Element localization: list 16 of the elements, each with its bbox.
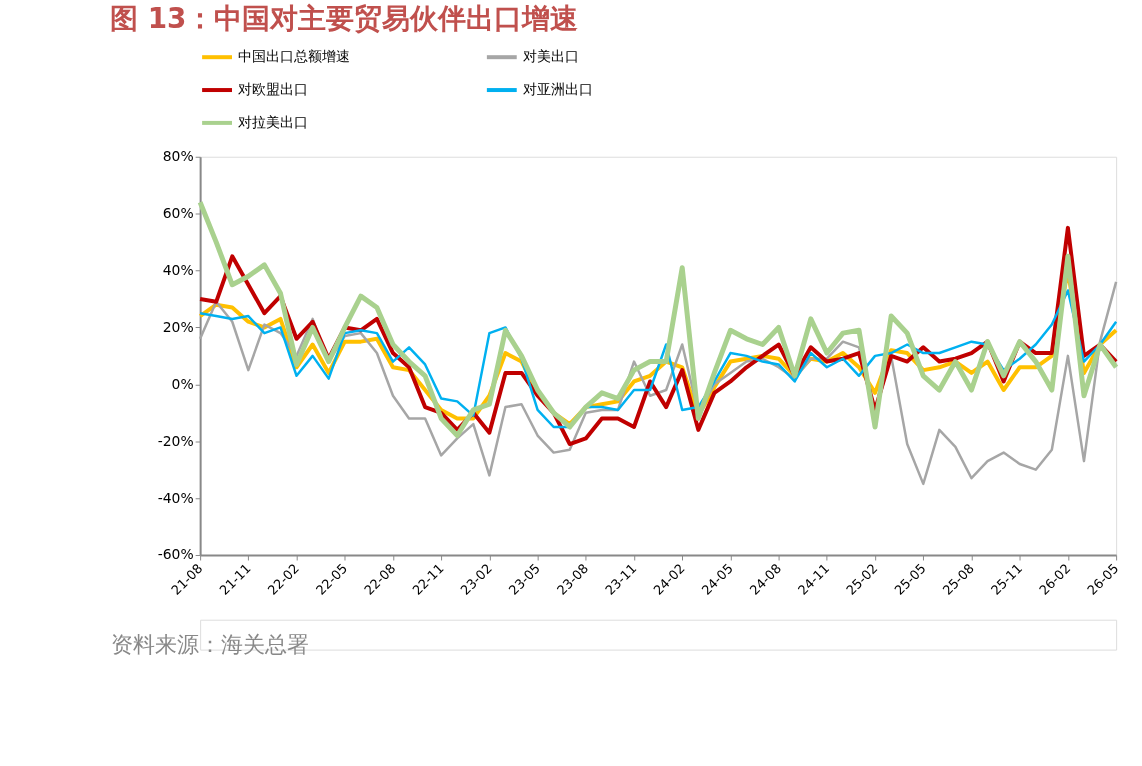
y-tick-label: 0% xyxy=(171,375,194,392)
legend-label: 对拉美出口 xyxy=(237,113,308,130)
y-tick-label: 40% xyxy=(162,262,194,279)
legend-label: 对欧盟出口 xyxy=(237,81,308,98)
legend-label: 中国出口总额增速 xyxy=(237,48,350,65)
chart-title: 图 13：中国对主要贸易伙伴出口增速 xyxy=(110,2,579,36)
text: 资料来源：海关总署 xyxy=(110,631,309,657)
y-tick-label: -60% xyxy=(157,546,194,563)
y-tick-label: 20% xyxy=(162,318,194,335)
y-tick-label: 60% xyxy=(162,205,194,222)
legend-label: 对美出口 xyxy=(522,48,579,65)
y-tick-label: -40% xyxy=(157,489,194,506)
y-tick-label: 80% xyxy=(162,148,194,165)
line-series xyxy=(198,280,1118,486)
legend-label: 对亚洲出口 xyxy=(522,81,593,98)
y-tick-label: -20% xyxy=(157,432,194,449)
